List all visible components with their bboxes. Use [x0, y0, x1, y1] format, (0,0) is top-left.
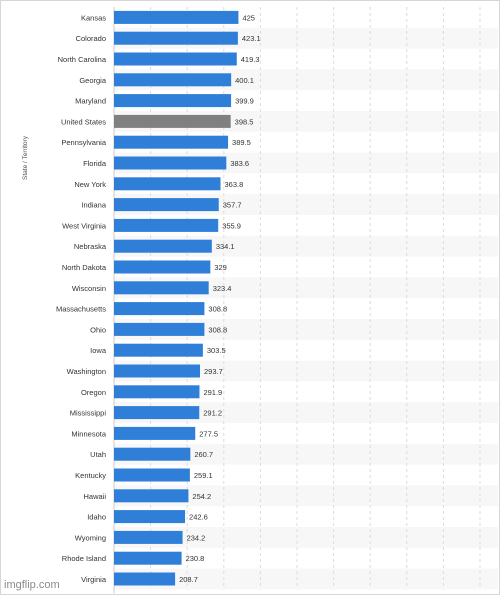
- value-label: 355.9: [222, 221, 241, 230]
- bars: Kansas 425 Colorado 423.1 North Carolina 419.…: [56, 10, 261, 586]
- value-label: 308.8: [208, 305, 227, 314]
- bar-west-virginia: [114, 218, 219, 232]
- bar-minnesota: [114, 426, 196, 440]
- bar-pennsylvania: [114, 135, 229, 149]
- bar-oregon: [114, 385, 200, 399]
- category-label: Rhode Island: [62, 554, 106, 563]
- category-label: Washington: [67, 367, 106, 376]
- category-label: Ohio: [90, 325, 106, 334]
- bar-washington: [114, 364, 200, 378]
- row-stripe: [114, 443, 498, 465]
- value-label: 242.6: [189, 513, 208, 522]
- bar-iowa: [114, 343, 203, 357]
- value-label: 334.1: [216, 242, 235, 251]
- row-stripe: [114, 319, 498, 340]
- value-label: 230.8: [186, 554, 205, 563]
- category-label: Maryland: [75, 97, 106, 106]
- category-label: Kentucky: [75, 471, 106, 480]
- value-label: 254.2: [192, 492, 211, 501]
- value-label: 329: [214, 263, 227, 272]
- value-label: 323.4: [213, 284, 232, 293]
- bar-massachusetts: [114, 302, 205, 316]
- row-stripe: [114, 277, 498, 299]
- category-label: Massachusetts: [56, 305, 106, 314]
- category-label: New York: [74, 180, 106, 189]
- value-label: 399.9: [235, 97, 254, 106]
- category-label: Florida: [83, 159, 107, 168]
- value-label: 291.2: [203, 409, 222, 418]
- value-label: 308.8: [208, 325, 227, 334]
- category-label: Kansas: [81, 13, 106, 22]
- bar-colorado: [114, 31, 238, 45]
- bar-united-states: [114, 114, 231, 128]
- value-label: 423.1: [242, 34, 261, 43]
- value-label: 400.1: [235, 76, 254, 85]
- value-label: 425: [242, 13, 255, 22]
- bar-utah: [114, 447, 191, 461]
- category-label: Utah: [90, 450, 106, 459]
- value-label: 398.5: [235, 117, 254, 126]
- watermark: imgflip.com: [4, 579, 60, 591]
- category-label: Wyoming: [75, 533, 106, 542]
- y-axis-title: State / Territory: [22, 135, 29, 180]
- bar-hawaii: [114, 489, 189, 503]
- category-label: Hawaii: [83, 492, 106, 501]
- value-label: 259.1: [194, 471, 213, 480]
- category-label: United States: [61, 117, 106, 126]
- row-stripe: [114, 568, 498, 590]
- bar-wyoming: [114, 530, 183, 544]
- category-label: Oregon: [81, 388, 106, 397]
- category-label: Georgia: [79, 76, 107, 85]
- bar-wisconsin: [114, 281, 209, 295]
- value-label: 383.6: [230, 159, 249, 168]
- row-stripe: [114, 402, 498, 423]
- bar-kentucky: [114, 468, 190, 482]
- category-label: Pennsylvania: [61, 138, 106, 147]
- bar-idaho: [114, 510, 186, 524]
- bar-north-dakota: [114, 260, 211, 274]
- row-stripes: [114, 27, 498, 590]
- category-label: West Virginia: [62, 221, 107, 230]
- value-label: 357.7: [223, 201, 242, 210]
- bar-florida: [114, 156, 227, 170]
- category-label: Minnesota: [71, 429, 106, 438]
- category-label: North Carolina: [58, 55, 107, 64]
- bar-mississippi: [114, 406, 200, 420]
- category-label: Indiana: [81, 201, 106, 210]
- value-label: 234.2: [187, 533, 206, 542]
- value-label: 260.7: [194, 450, 213, 459]
- value-label: 389.5: [232, 138, 251, 147]
- category-label: Colorado: [76, 34, 106, 43]
- value-label: 419.3: [241, 55, 260, 64]
- bar-rhode-island: [114, 551, 182, 565]
- category-label: Nebraska: [74, 242, 107, 251]
- category-label: Iowa: [90, 346, 107, 355]
- row-stripe: [114, 527, 498, 548]
- value-label: 291.9: [203, 388, 222, 397]
- bar-north-carolina: [114, 52, 237, 66]
- category-label: Virginia: [81, 575, 107, 584]
- category-label: Idaho: [87, 513, 106, 522]
- category-label: Mississippi: [70, 409, 107, 418]
- value-label: 303.5: [207, 346, 226, 355]
- bar-kansas: [114, 10, 239, 24]
- bar-indiana: [114, 198, 219, 212]
- value-label: 277.5: [199, 429, 218, 438]
- category-label: Wisconsin: [72, 284, 106, 293]
- value-label: 363.8: [225, 180, 244, 189]
- bar-new-york: [114, 177, 221, 191]
- bar-maryland: [114, 94, 232, 108]
- value-label: 293.7: [204, 367, 223, 376]
- row-stripe: [114, 485, 498, 507]
- row-stripe: [114, 360, 498, 382]
- bar-ohio: [114, 322, 205, 336]
- value-label: 208.7: [179, 575, 198, 584]
- bar-georgia: [114, 73, 232, 87]
- bar-nebraska: [114, 239, 212, 253]
- category-label: North Dakota: [62, 263, 107, 272]
- bar-virginia: [114, 572, 176, 586]
